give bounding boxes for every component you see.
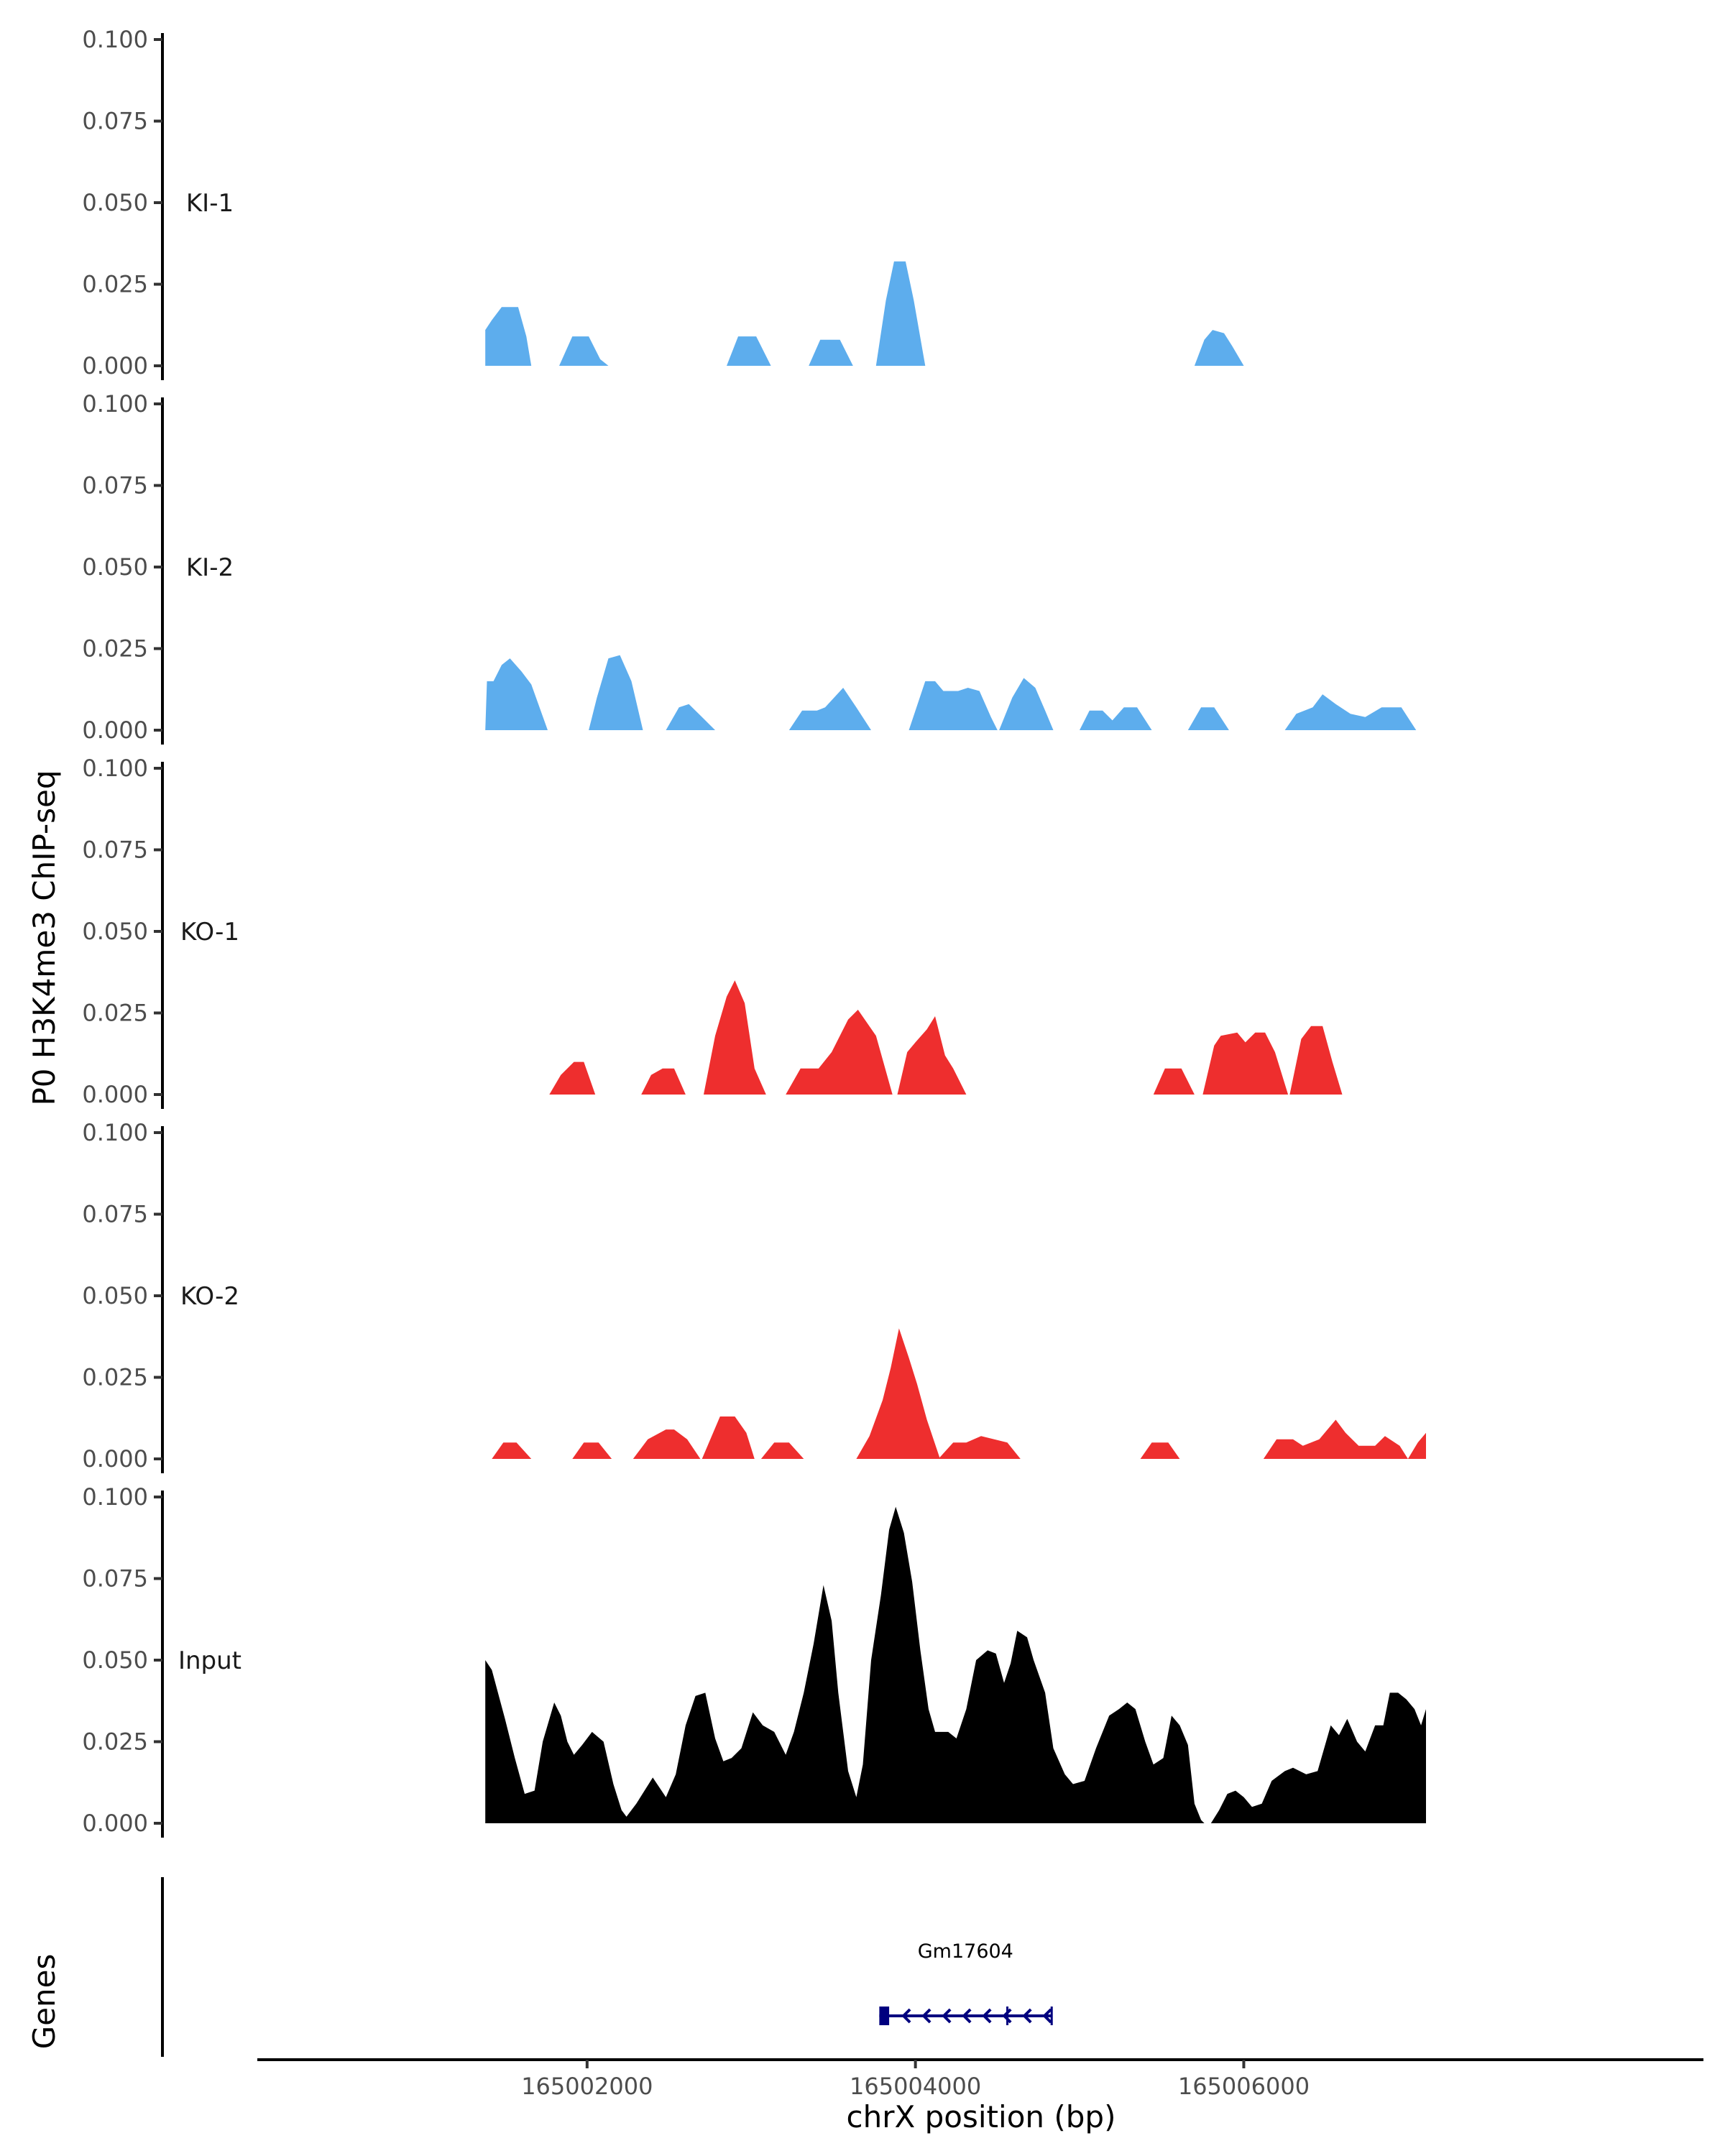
- strand-arrow: [901, 2008, 911, 2024]
- y-tick-label: 0.075: [82, 837, 148, 864]
- coverage-peak-ko-1-5: [897, 1016, 967, 1095]
- coverage-peak-ki-2-8: [1187, 707, 1229, 730]
- coverage-peak-ko-1-7: [1202, 1032, 1289, 1095]
- panel-ki-2: 0.000 0.025 0.050 0.075 0.100 KI-2: [82, 390, 1417, 745]
- gene-exon: [879, 2007, 890, 2025]
- y-tick-label: 0.000: [82, 717, 148, 744]
- panel-input: 0.000 0.025 0.050 0.075 0.100 Input: [82, 1483, 1426, 1838]
- x-axis: 165002000 165004000 165006000: [257, 2058, 1703, 2100]
- coverage-peak-ko-2-6: [856, 1328, 940, 1459]
- x-tick-label: 165002000: [521, 2073, 653, 2100]
- coverage-peak-ko-2-4: [702, 1416, 755, 1459]
- strand-arrow: [921, 2008, 932, 2024]
- y-tick-label: 0.000: [82, 352, 148, 379]
- coverage-peak-ki-2-2: [589, 655, 643, 730]
- coverage-peak-ko-2-7: [938, 1436, 1021, 1459]
- y-tick-label: 0.100: [82, 1119, 148, 1146]
- y-tick-label: 0.025: [82, 635, 148, 663]
- panel-ko-2: 0.000 0.025 0.050 0.075 0.100 KO-2: [82, 1119, 1426, 1473]
- y-tick-label: 0.100: [82, 390, 148, 418]
- coverage-peak-ki-1-3: [727, 336, 771, 366]
- y-tick-label: 0.100: [82, 1483, 148, 1511]
- coverage-peak-ko-2-8: [1140, 1442, 1180, 1459]
- strand-arrow: [982, 2008, 992, 2024]
- y-tick-label: 0.075: [82, 472, 148, 499]
- x-tick-label: 165006000: [1178, 2073, 1310, 2100]
- coverage-peak-ko-2-3: [632, 1429, 701, 1459]
- coverage-peak-ko-2-9: [1263, 1419, 1426, 1459]
- y-tick-label: 0.050: [82, 553, 148, 581]
- track-label-ko-1: KO-1: [180, 918, 239, 946]
- genes-axis-title: Genes: [27, 1954, 62, 2050]
- x-tick-label: 165004000: [850, 2073, 981, 2100]
- coverage-peak-ko-1-3: [704, 980, 766, 1095]
- y-tick-label: 0.050: [82, 1646, 148, 1674]
- coverage-peak-ko-2-2: [572, 1442, 612, 1459]
- coverage-panels: 0.0000.0250.0500.0750.100KI-10.0000.0250…: [82, 26, 1426, 1838]
- coverage-peak-ki-2-5: [908, 681, 998, 730]
- y-axis-title: P0 H3K4me3 ChIP-seq: [27, 770, 62, 1105]
- y-tick-label: 0.000: [82, 1810, 148, 1837]
- coverage-peak-ki-1-5: [875, 261, 926, 366]
- y-tick-label: 0.050: [82, 918, 148, 945]
- strand-arrow: [942, 2008, 952, 2024]
- coverage-peak-ki-2-9: [1284, 694, 1417, 730]
- coverage-peak-ki-1-6: [1194, 330, 1244, 366]
- coverage-peak-ki-2-3: [666, 704, 715, 730]
- coverage-peak-ko-1-6: [1153, 1068, 1195, 1095]
- track-label-ko-2: KO-2: [180, 1282, 239, 1311]
- gene-panel: Gm17604: [161, 1877, 1053, 2057]
- track-label-ki-1: KI-1: [186, 189, 234, 218]
- y-tick-label: 0.075: [82, 1201, 148, 1228]
- coverage-peak-ki-1-4: [809, 339, 853, 366]
- y-tick-label: 0.075: [82, 1565, 148, 1593]
- coverage-peak-ki-2-1: [485, 658, 548, 730]
- strand-arrow: [962, 2008, 972, 2024]
- y-tick-label: 0.000: [82, 1081, 148, 1108]
- track-label-ki-2: KI-2: [186, 553, 234, 582]
- y-tick-label: 0.025: [82, 1728, 148, 1756]
- y-tick-label: 0.025: [82, 271, 148, 298]
- gene-label: Gm17604: [918, 1940, 1013, 1963]
- y-tick-label: 0.025: [82, 1364, 148, 1391]
- strand-arrow: [1002, 2008, 1012, 2024]
- y-tick-label: 0.100: [82, 26, 148, 53]
- coverage-peak-ki-2-4: [788, 688, 871, 730]
- strand-arrow: [1042, 2008, 1052, 2024]
- coverage-peak-ki-2-6: [999, 678, 1054, 730]
- coverage-peak-input-1: [485, 1506, 1205, 1823]
- y-tick-label: 0.050: [82, 189, 148, 216]
- y-tick-label: 0.075: [82, 108, 148, 135]
- coverage-peak-ki-2-7: [1080, 707, 1152, 730]
- gene-gm17604: Gm17604: [879, 1940, 1053, 2025]
- panel-ki-1: 0.000 0.025 0.050 0.075 0.100 KI-1: [82, 26, 1244, 380]
- coverage-peak-ko-2-1: [492, 1442, 532, 1459]
- panel-ko-1: 0.000 0.025 0.050 0.075 0.100 KO-1: [82, 755, 1343, 1109]
- coverage-peak-ko-2-5: [760, 1442, 804, 1459]
- coverage-peak-ko-1-1: [549, 1061, 596, 1095]
- coverage-peak-ko-1-8: [1289, 1026, 1343, 1095]
- y-tick-label: 0.025: [82, 1000, 148, 1027]
- strand-arrow: [1022, 2008, 1032, 2024]
- y-tick-label: 0.100: [82, 755, 148, 782]
- coverage-peak-ko-1-2: [641, 1068, 686, 1095]
- y-tick-label: 0.000: [82, 1445, 148, 1473]
- coverage-peak-ki-1-1: [485, 307, 532, 366]
- coverage-peak-ko-1-4: [786, 1010, 893, 1095]
- coverage-peak-input-2: [1210, 1692, 1426, 1823]
- coverage-peak-ki-1-2: [559, 336, 609, 366]
- x-axis-title: chrX position (bp): [847, 2099, 1116, 2134]
- y-tick-label: 0.050: [82, 1282, 148, 1309]
- track-label-input: Input: [178, 1646, 242, 1675]
